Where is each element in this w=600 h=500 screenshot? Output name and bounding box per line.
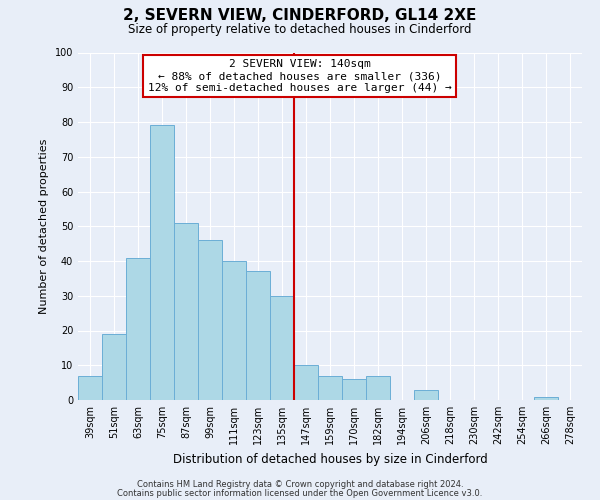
Text: 2 SEVERN VIEW: 140sqm
← 88% of detached houses are smaller (336)
12% of semi-det: 2 SEVERN VIEW: 140sqm ← 88% of detached …	[148, 60, 452, 92]
Bar	[270, 296, 294, 400]
X-axis label: Distribution of detached houses by size in Cinderford: Distribution of detached houses by size …	[173, 452, 487, 466]
Bar	[318, 376, 342, 400]
Bar	[294, 365, 318, 400]
Bar	[222, 261, 246, 400]
Text: 2, SEVERN VIEW, CINDERFORD, GL14 2XE: 2, SEVERN VIEW, CINDERFORD, GL14 2XE	[124, 8, 476, 22]
Bar	[366, 376, 390, 400]
Text: Contains HM Land Registry data © Crown copyright and database right 2024.: Contains HM Land Registry data © Crown c…	[137, 480, 463, 489]
Bar	[198, 240, 222, 400]
Bar	[126, 258, 150, 400]
Bar	[342, 379, 366, 400]
Text: Contains public sector information licensed under the Open Government Licence v3: Contains public sector information licen…	[118, 488, 482, 498]
Bar	[534, 396, 558, 400]
Bar	[102, 334, 126, 400]
Bar	[246, 272, 270, 400]
Bar	[150, 126, 174, 400]
Y-axis label: Number of detached properties: Number of detached properties	[39, 138, 49, 314]
Bar	[78, 376, 102, 400]
Bar	[414, 390, 438, 400]
Bar	[174, 223, 198, 400]
Text: Size of property relative to detached houses in Cinderford: Size of property relative to detached ho…	[128, 22, 472, 36]
